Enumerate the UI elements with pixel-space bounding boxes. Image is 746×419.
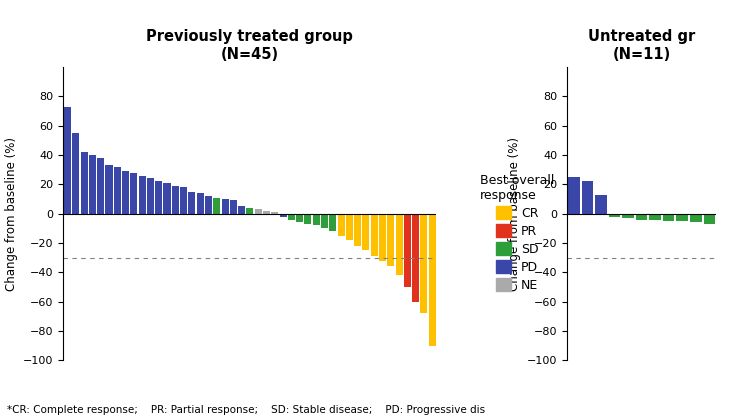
- Bar: [371, 214, 377, 256]
- Bar: [188, 192, 195, 214]
- Text: *CR: Complete response;    PR: Partial response;    SD: Stable disease;    PD: P: *CR: Complete response; PR: Partial resp…: [7, 405, 486, 415]
- Bar: [421, 214, 427, 313]
- Bar: [97, 158, 104, 214]
- Bar: [296, 214, 303, 222]
- Bar: [64, 107, 71, 214]
- Bar: [395, 214, 403, 275]
- Bar: [89, 155, 96, 214]
- Bar: [197, 193, 204, 214]
- Bar: [230, 201, 236, 214]
- Bar: [304, 214, 311, 224]
- Bar: [122, 171, 129, 214]
- Bar: [703, 214, 715, 224]
- Bar: [113, 167, 121, 214]
- Bar: [636, 214, 648, 220]
- Bar: [81, 152, 87, 214]
- Bar: [105, 166, 113, 214]
- Bar: [155, 181, 163, 214]
- Bar: [595, 194, 606, 214]
- Y-axis label: Change from baseline (%): Change from baseline (%): [4, 137, 18, 291]
- Legend: CR, PR, SD, PD, NE: CR, PR, SD, PD, NE: [480, 174, 554, 292]
- Title: Previously treated group
(N=45): Previously treated group (N=45): [146, 29, 354, 62]
- Bar: [346, 214, 353, 240]
- Bar: [329, 214, 336, 231]
- Bar: [582, 181, 593, 214]
- Bar: [254, 210, 262, 214]
- Bar: [213, 198, 220, 214]
- Bar: [147, 178, 154, 214]
- Title: Untreated gr
(N=11): Untreated gr (N=11): [588, 29, 695, 62]
- Bar: [321, 214, 328, 228]
- Bar: [404, 214, 411, 287]
- Bar: [379, 214, 386, 261]
- Bar: [222, 199, 228, 214]
- Bar: [677, 214, 688, 221]
- Bar: [609, 214, 620, 217]
- Bar: [280, 214, 286, 217]
- Bar: [180, 187, 187, 214]
- Bar: [412, 214, 419, 302]
- Bar: [429, 214, 436, 346]
- Bar: [139, 176, 145, 214]
- Bar: [363, 214, 369, 251]
- Bar: [337, 214, 345, 235]
- Bar: [263, 211, 270, 214]
- Bar: [163, 183, 171, 214]
- Bar: [172, 186, 179, 214]
- Bar: [622, 214, 634, 218]
- Bar: [649, 214, 661, 220]
- Bar: [690, 214, 701, 222]
- Bar: [131, 173, 137, 214]
- Bar: [313, 214, 320, 225]
- Bar: [72, 133, 79, 214]
- Bar: [663, 214, 674, 221]
- Bar: [272, 212, 278, 214]
- Bar: [205, 196, 212, 214]
- Bar: [568, 177, 580, 214]
- Bar: [238, 207, 245, 214]
- Y-axis label: Change from baseline (%): Change from baseline (%): [508, 137, 521, 291]
- Bar: [354, 214, 361, 246]
- Bar: [246, 208, 254, 214]
- Bar: [387, 214, 395, 266]
- Bar: [288, 214, 295, 220]
